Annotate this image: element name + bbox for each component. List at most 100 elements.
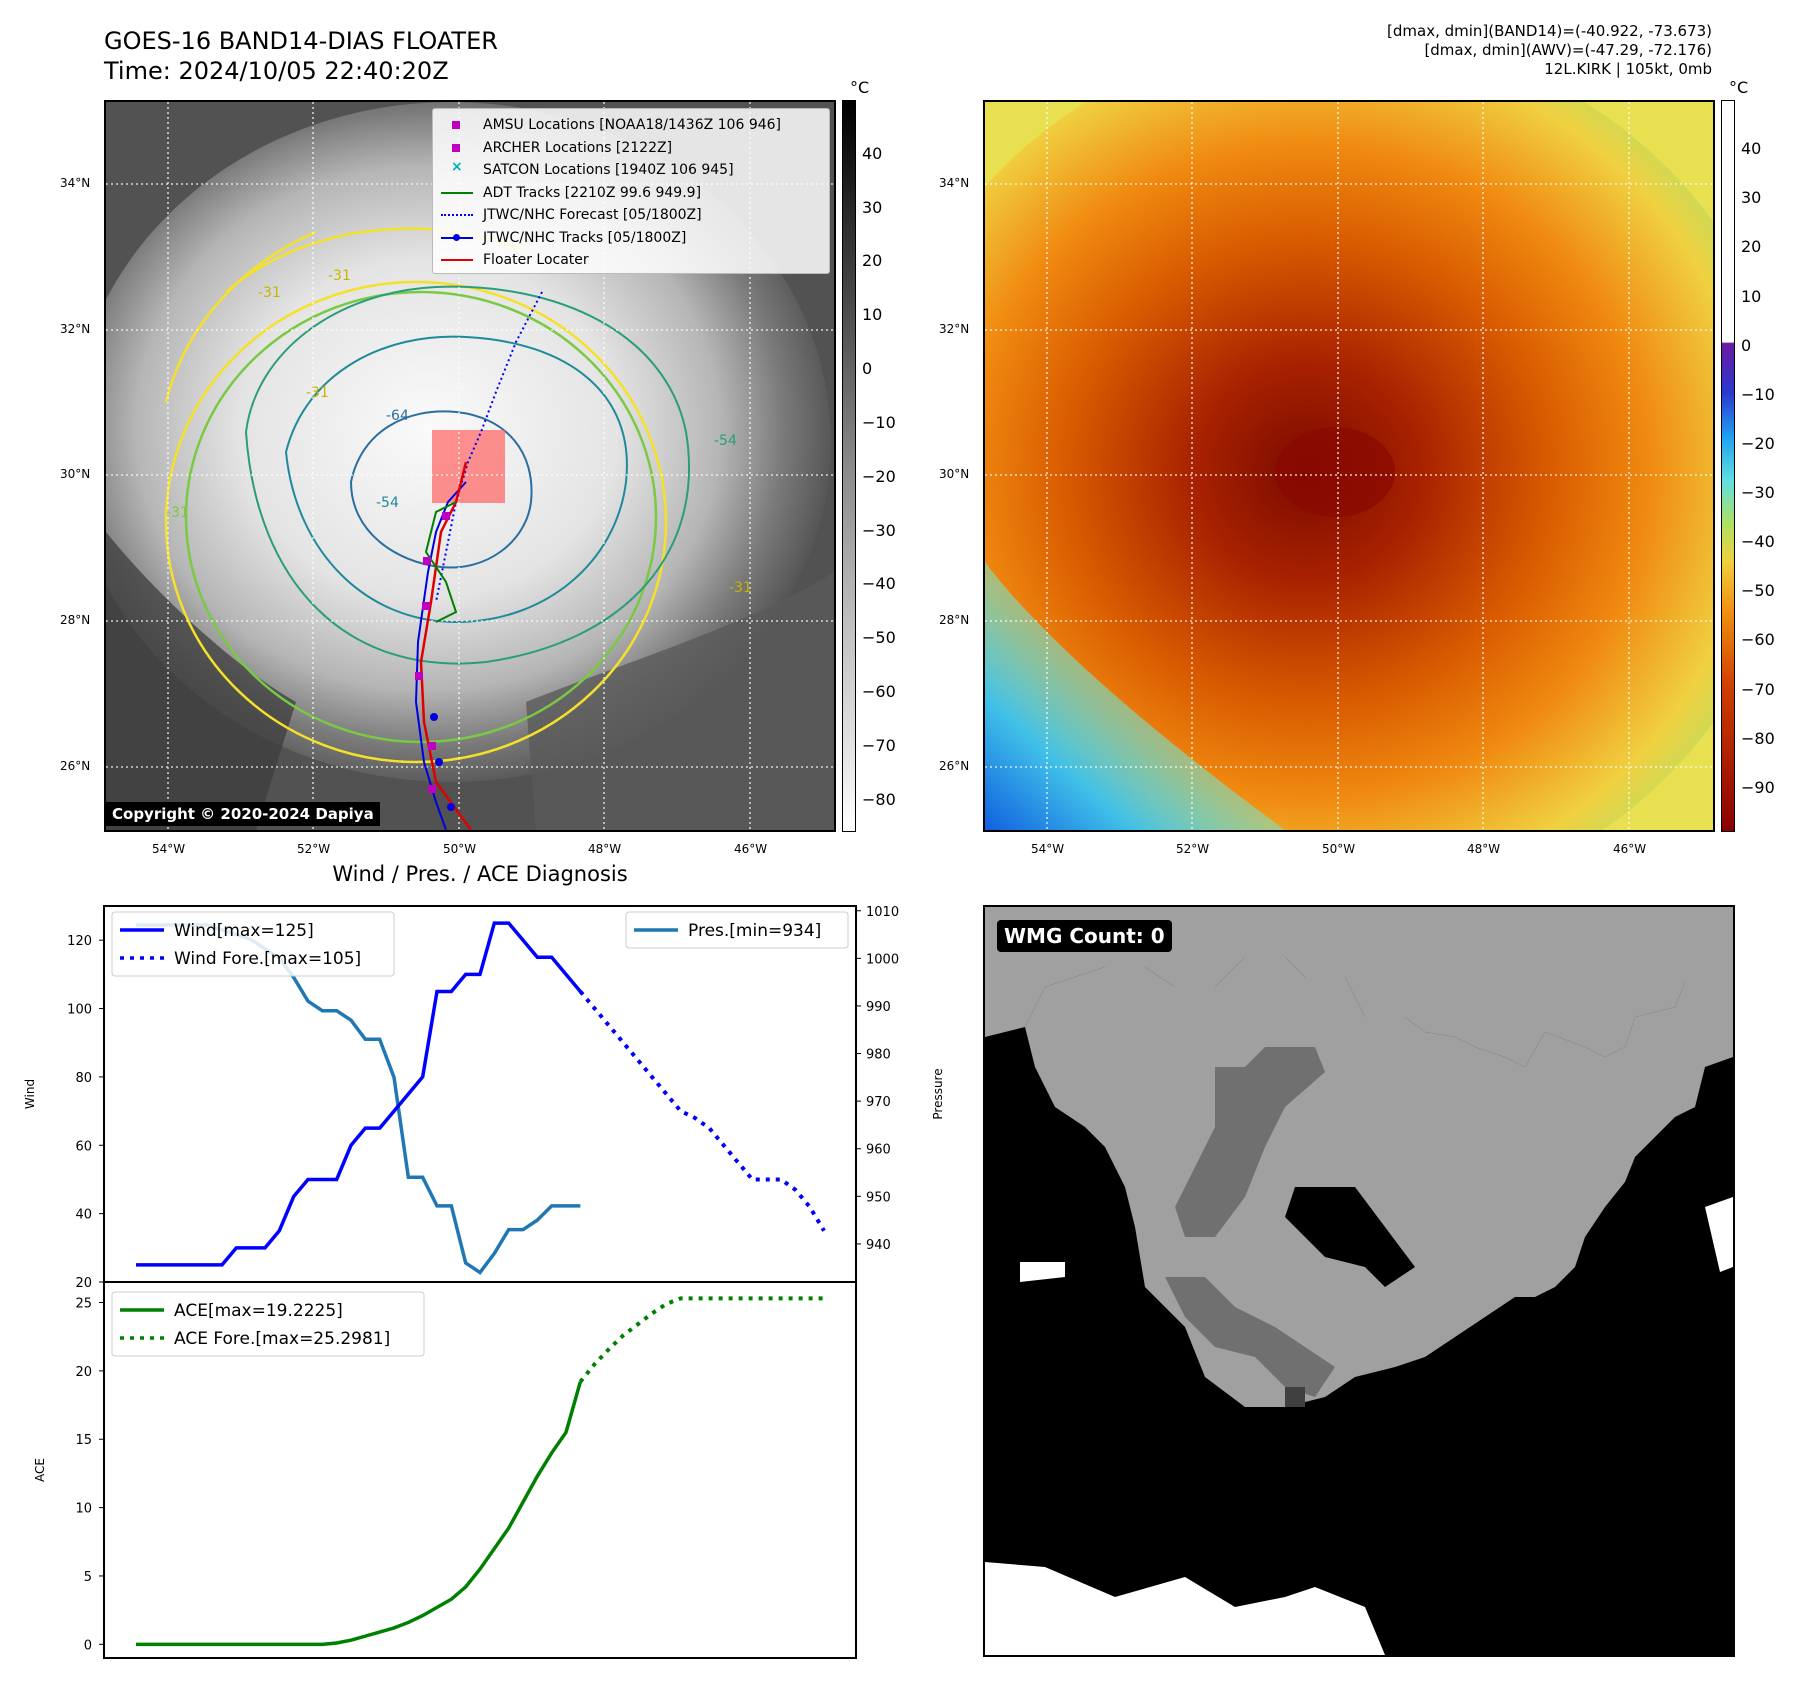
pressure-y-tick-label: 970: [866, 1095, 891, 1110]
pressure-y-tick-label: 1000: [866, 952, 899, 967]
pressure-axis-label: Pressure: [931, 1068, 945, 1119]
pressure-line: [136, 923, 581, 1275]
stats-line-1: [dmax, dmin](BAND14)=(-40.922, -73.673): [1387, 22, 1712, 40]
diagnosis-chart: 2040608010012094095096097098099010001010…: [23, 905, 945, 1659]
wind-y-tick-label: 120: [67, 934, 92, 949]
contour-label-1: -31: [258, 285, 281, 301]
pressure-y-tick-label: 950: [866, 1190, 891, 1205]
legend-item-label: ARCHER Locations [2122Z]: [483, 139, 673, 156]
colorbar-tick-label: −80: [862, 789, 896, 809]
lon-tick-label: 50°W: [443, 842, 477, 856]
contour-label-6: -64: [386, 408, 409, 424]
legend-item: ADT Tracks [2210Z 99.6 949.9]: [439, 183, 701, 203]
awv-colorbar: [1721, 100, 1735, 832]
wind-line: [136, 921, 582, 1267]
legend-label: Wind Fore.[max=105]: [174, 949, 361, 969]
legend-item-label: JTWC/NHC Tracks [05/1800Z]: [483, 229, 687, 246]
wind-forecast-line: [578, 990, 826, 1232]
legend-item: JTWC/NHC Forecast [05/1800Z]: [439, 205, 702, 225]
colorbar-tick-label: −90: [1741, 777, 1775, 797]
colorbar-tick-label: 20: [862, 251, 883, 271]
colorbar-tick-label: −60: [862, 682, 896, 702]
lat-tick-label: 28°N: [939, 613, 970, 627]
colorbar-tick-label: −60: [1741, 630, 1775, 650]
chart-title: GOES-16 BAND14-DIAS FLOATER Time: 2024/1…: [104, 26, 498, 86]
legend-marker-icon: [439, 209, 475, 221]
contour-label-3: -31: [306, 385, 329, 401]
band14-map-panel: -31 -31 -31 -54 -54 -64 -31 -31 AMSU Loc…: [104, 100, 836, 832]
ace-line: [136, 1381, 583, 1647]
legend-label: Wind[max=125]: [174, 921, 314, 941]
lon-tick-label: 52°W: [1176, 842, 1210, 856]
stats-line-2: [dmax, dmin](AWV)=(-47.29, -72.176): [1424, 41, 1712, 59]
pressure-y-tick-label: 990: [866, 1000, 891, 1015]
lon-tick-label: 48°W: [588, 842, 622, 856]
colorbar-tick-label: −40: [862, 574, 896, 594]
contour-label-5: -54: [376, 495, 399, 511]
legend-label: ACE Fore.[max=25.2981]: [174, 1329, 390, 1349]
wind-axis-label: Wind: [23, 1079, 37, 1109]
colorbar-tick-label: 40: [1741, 139, 1762, 159]
awv-colorbar-unit: °C: [1729, 78, 1749, 97]
colorbar-tick-label: −20: [1741, 433, 1775, 453]
wind-y-tick-label: 100: [67, 1003, 92, 1018]
legend-label: Pres.[min=934]: [688, 921, 821, 941]
lon-tick-label: 48°W: [1467, 842, 1501, 856]
pressure-y-tick-label: 1010: [866, 905, 899, 920]
ace-y-tick-label: 20: [75, 1365, 92, 1380]
pressure-y-tick-label: 980: [866, 1048, 891, 1063]
legend-marker-icon: [439, 142, 475, 154]
legend-item-label: ADT Tracks [2210Z 99.6 949.9]: [483, 184, 702, 201]
wind-y-tick-label: 60: [75, 1139, 92, 1154]
legend-item: × SATCON Locations [1940Z 106 945]: [439, 159, 734, 180]
contour-label-4: -54: [714, 433, 737, 449]
map-legend: AMSU Locations [NOAA18/1436Z 106 946] ARC…: [432, 108, 830, 274]
pressure-legend: [625, 911, 849, 949]
lat-tick-label: 32°N: [60, 322, 91, 336]
ace-axis-label: ACE: [33, 1458, 47, 1482]
title-line-2: Time: 2024/10/05 22:40:20Z: [104, 57, 449, 85]
colorbar-tick-label: −70: [862, 735, 896, 755]
lon-tick-label: 52°W: [297, 842, 331, 856]
legend-item-label: SATCON Locations [1940Z 106 945]: [483, 162, 734, 178]
ace-legend: [111, 1291, 425, 1357]
wmg-panel: WMG Count: 0: [983, 905, 1735, 1657]
diagnosis-title: Wind / Pres. / ACE Diagnosis: [332, 862, 628, 886]
colorbar-tick-label: −80: [1741, 728, 1775, 748]
legend-item-label: Floater Locater: [483, 252, 589, 268]
stats-line-3: 12L.KIRK | 105kt, 0mb: [1544, 60, 1712, 78]
legend-item: JTWC/NHC Tracks [05/1800Z]: [439, 228, 686, 248]
colorbar-tick-label: −30: [1741, 483, 1775, 503]
ace-y-tick-label: 0: [84, 1638, 92, 1653]
copyright-label: Copyright © 2020-2024 Dapiya: [106, 802, 380, 826]
band14-colorbar-unit: °C: [850, 78, 870, 97]
lat-tick-label: 30°N: [939, 467, 970, 481]
lon-tick-label: 46°W: [1613, 842, 1647, 856]
legend-label: ACE[max=19.2225]: [174, 1301, 343, 1321]
colorbar-tick-label: 30: [862, 197, 883, 217]
colorbar-tick-label: 10: [862, 305, 883, 325]
colorbar-tick-label: −40: [1741, 532, 1775, 552]
colorbar-tick-label: −30: [862, 520, 896, 540]
ace-forecast-line: [578, 1296, 824, 1384]
ace-y-tick-label: 15: [75, 1433, 92, 1448]
ace-y-tick-label: 10: [75, 1502, 92, 1517]
wmg-count-label: WMG Count: 0: [997, 920, 1172, 952]
legend-item-label: AMSU Locations [NOAA18/1436Z 106 946]: [483, 117, 782, 133]
lat-tick-label: 26°N: [60, 759, 91, 773]
legend-marker-icon: [439, 119, 475, 131]
lon-tick-label: 54°W: [152, 842, 186, 856]
colorbar-tick-label: 0: [862, 359, 873, 379]
contour-label-8: -31: [729, 580, 752, 596]
stats-info: [dmax, dmin](BAND14)=(-40.922, -73.673) …: [1387, 22, 1712, 79]
pressure-y-tick-label: 960: [866, 1143, 891, 1158]
legend-item: ARCHER Locations [2122Z]: [439, 138, 672, 158]
colorbar-tick-label: −50: [862, 628, 896, 648]
colorbar-tick-label: 0: [1741, 335, 1752, 355]
lat-tick-label: 26°N: [939, 759, 970, 773]
wind-y-tick-label: 20: [75, 1276, 92, 1291]
colorbar-tick-label: −10: [862, 412, 896, 432]
lon-tick-label: 50°W: [1322, 842, 1356, 856]
wmg-image: [985, 907, 1733, 1655]
lat-tick-label: 34°N: [60, 176, 91, 190]
